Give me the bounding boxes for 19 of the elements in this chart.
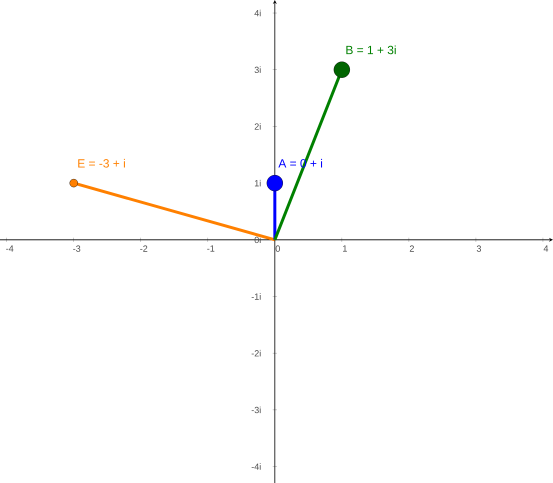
y-tick-label: -4i [252,463,261,470]
y-tick-label: -2i [252,350,261,356]
y-tick-label: -1i [252,293,261,300]
y-tick-label: -3i [252,406,261,414]
annotation: E = -3 + i [78,158,125,168]
y-tick-label: 3i [254,66,261,74]
annotation: B = 1 + 3i [346,45,396,54]
y-tick-label: 2i [254,123,261,130]
x-tick-label: 3 [476,245,482,252]
x-tick-label: 1 [343,245,347,252]
x-tick-label: 4 [544,245,548,252]
x-tick-label: 2 [410,245,414,252]
x-tick-label: 0 [276,245,280,252]
y-tick-label: 4i [254,10,261,16]
x-tick-label: -2 [140,245,148,252]
x-tick-label: -3 [73,245,80,252]
y-tick-label: 1i [254,180,261,186]
x-tick-label: -4 [6,245,14,252]
x-tick-label: -1 [207,245,214,252]
